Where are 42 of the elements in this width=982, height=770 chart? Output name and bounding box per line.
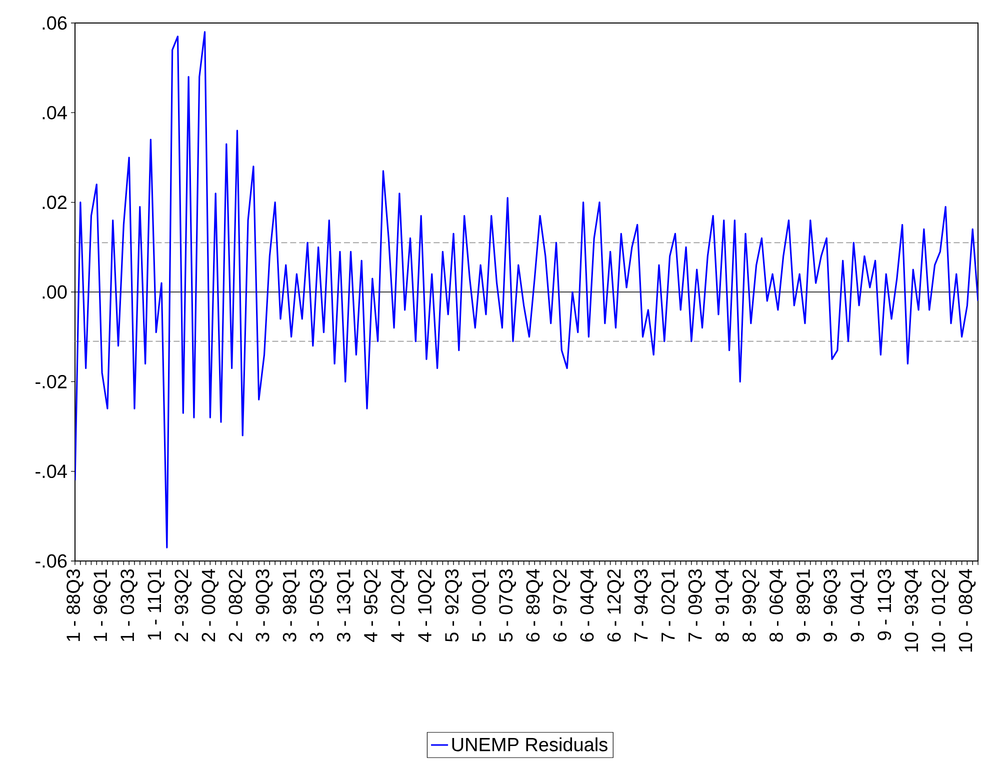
x-tick-label: 7 - 02Q1: [661, 569, 678, 642]
x-tick-label: 9 - 11Q3: [878, 569, 895, 640]
x-tick-label: 1 - 96Q1: [94, 569, 110, 641]
x-tick-label: 5 - 00Q1: [472, 569, 489, 642]
x-tick-label: 3 - 98Q1: [282, 569, 300, 642]
x-tick-label: 6 - 97Q2: [553, 569, 570, 642]
x-tick-label: 8 - 99Q2: [742, 569, 760, 642]
x-tick-label: 6 - 89Q4: [526, 569, 544, 642]
x-tick-label: 9 - 96Q3: [824, 569, 840, 642]
x-tick-label: 4 - 02Q4: [391, 569, 408, 642]
x-tick-label: 10 - 08Q4: [958, 569, 976, 652]
x-tick-label: 8 - 91Q4: [715, 569, 732, 642]
x-tick-label: 5 - 07Q3: [499, 569, 516, 642]
x-tick-label: 8 - 06Q4: [770, 569, 786, 642]
x-tick-label: 1 - 03Q3: [120, 569, 138, 641]
x-tick-label: 1 - 11Q1: [148, 569, 165, 640]
x-tick-label: 10 - 01Q2: [932, 570, 949, 652]
x-tick-label: 7 - 09Q3: [688, 569, 706, 642]
y-tick-label: -.04: [36, 464, 67, 478]
y-tick-label: .04: [42, 106, 67, 120]
x-tick-label: 7 - 94Q3: [634, 569, 652, 642]
legend-label: UNEMP Residuals: [452, 737, 608, 752]
y-tick-label: .00: [42, 285, 67, 299]
y-tick-label: -.06: [36, 554, 67, 568]
x-tick-label: 3 - 90Q3: [256, 569, 273, 642]
x-tick-label: 4 - 95Q2: [364, 569, 381, 642]
x-tick-label: 6 - 04Q4: [580, 569, 598, 642]
y-tick-label: .02: [42, 196, 67, 210]
x-tick-label: 10 - 93Q4: [904, 569, 922, 652]
x-tick-label: 2 - 93Q2: [174, 569, 192, 642]
x-tick-label: 3 - 13Q1: [336, 569, 354, 642]
x-tick-label: 4 - 10Q2: [418, 569, 435, 642]
x-tick-label: 6 - 12Q2: [607, 569, 624, 642]
y-tick-label: -.02: [36, 374, 67, 388]
x-tick-label: 5 - 92Q3: [445, 569, 462, 642]
x-tick-label: 9 - 89Q1: [796, 569, 814, 642]
x-tick-label: 2 - 08Q2: [228, 569, 246, 642]
x-tick-label: 9 - 04Q1: [850, 569, 868, 642]
x-tick-label: 2 - 00Q4: [202, 569, 219, 642]
x-tick-label: 1 - 88Q3: [66, 569, 84, 641]
x-tick-label: 3 - 05Q3: [310, 569, 327, 642]
y-tick-label: .06: [42, 16, 67, 30]
